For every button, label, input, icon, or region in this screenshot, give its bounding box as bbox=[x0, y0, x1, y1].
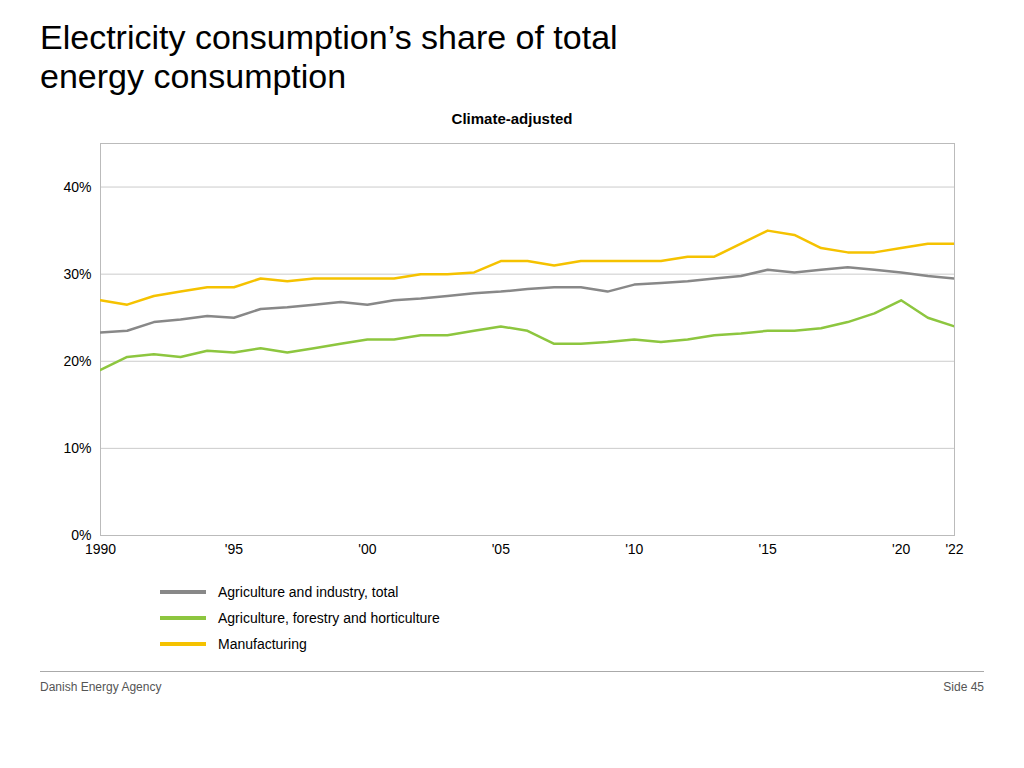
svg-text:'20: '20 bbox=[892, 542, 910, 558]
svg-text:1990: 1990 bbox=[85, 542, 116, 558]
html-text:Agriculture and industry, tota: Agriculture and industry, total bbox=[218, 584, 399, 601]
svg-text:40%: 40% bbox=[63, 179, 91, 195]
svg-text:30%: 30% bbox=[63, 266, 91, 282]
html-text:Climate-adjusted: Climate-adjusted bbox=[451, 110, 573, 128]
svg-text:'10: '10 bbox=[625, 542, 643, 558]
html-text:Danish Energy Agency: Danish Energy Agency bbox=[40, 680, 162, 695]
svg-text:'00: '00 bbox=[358, 542, 376, 558]
svg-text:20%: 20% bbox=[63, 353, 91, 369]
svg-text:'22: '22 bbox=[945, 542, 963, 558]
svg-text:'15: '15 bbox=[759, 542, 777, 558]
svg-text:'95: '95 bbox=[225, 542, 243, 558]
html-text:Manufacturing: Manufacturing bbox=[218, 636, 307, 653]
svg-text:10%: 10% bbox=[63, 440, 91, 456]
html-text:Side 45: Side 45 bbox=[943, 680, 984, 695]
svg-text:'05: '05 bbox=[492, 542, 510, 558]
svg-text:0%: 0% bbox=[71, 527, 92, 544]
html-text:Agriculture, forestry and hort: Agriculture, forestry and horticulture bbox=[218, 610, 440, 627]
html-text:Electricity consumption’s shar: Electricity consumption’s share of total… bbox=[40, 18, 618, 96]
